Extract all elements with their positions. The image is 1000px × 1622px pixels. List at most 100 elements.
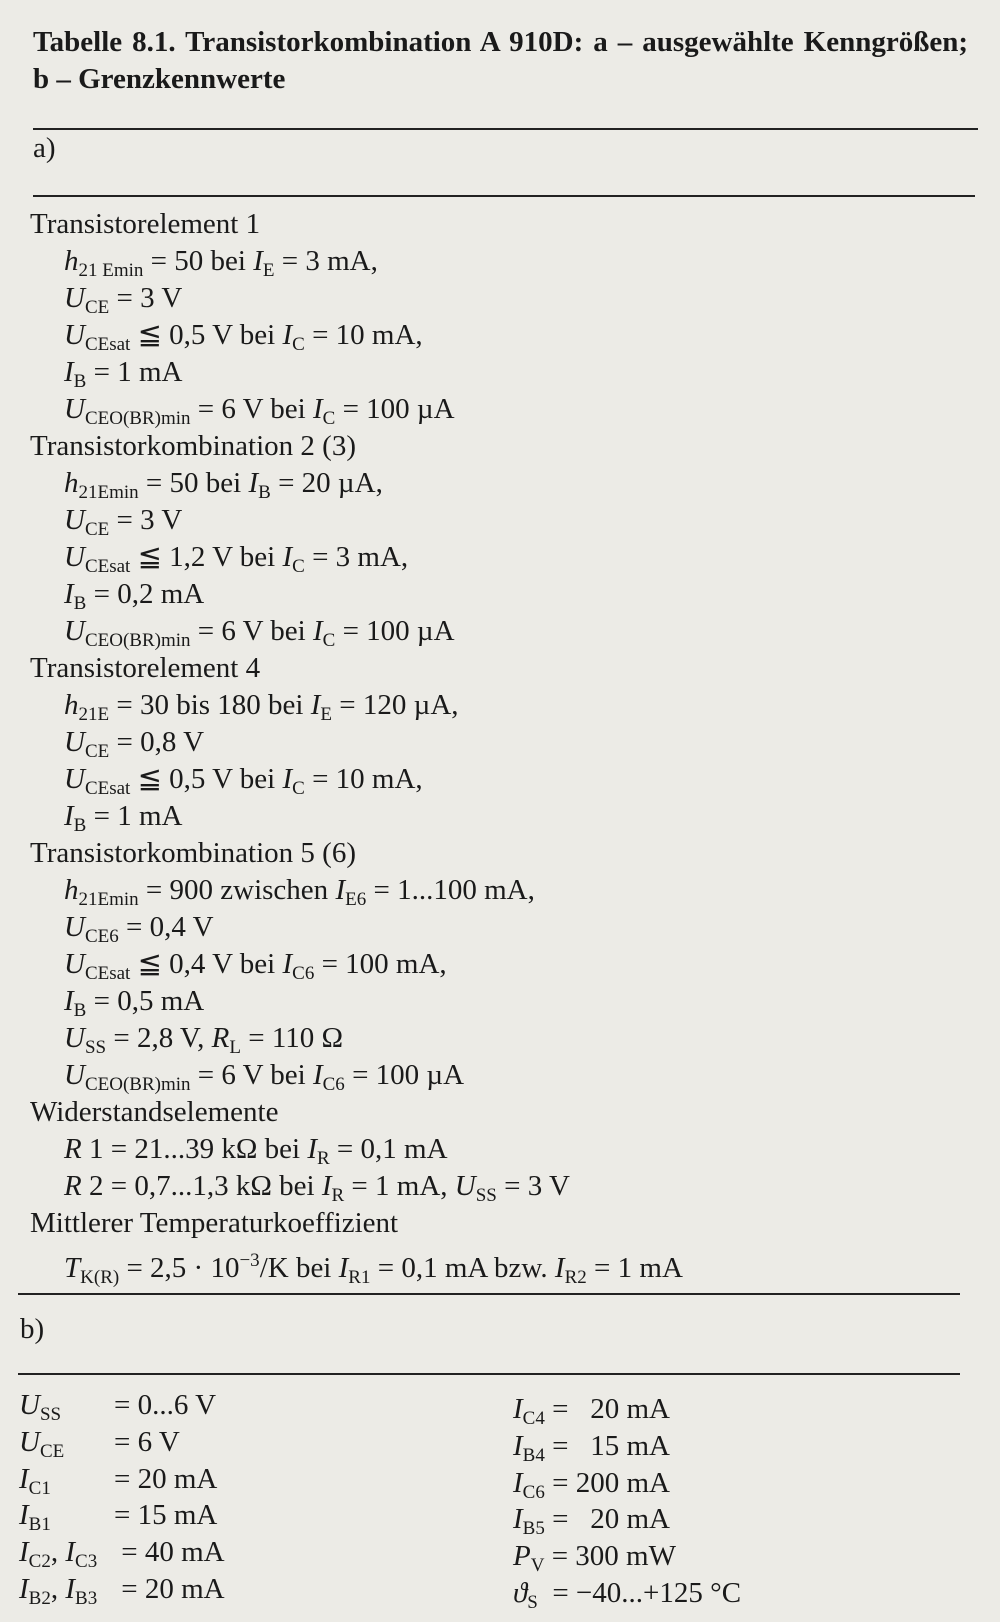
subscript: K(R) (80, 1267, 120, 1288)
subscript: CEO(BR)min (84, 408, 191, 429)
symbol: I (513, 1466, 523, 1499)
group-heading: Mittlerer Temperaturkoeffizient (0, 1205, 1000, 1242)
text: = 2,8 V, (106, 1022, 212, 1054)
subscript: CEO(BR)min (84, 630, 191, 651)
subscript: R1 (348, 1267, 371, 1288)
limit-symbol: IB2, IB3 (19, 1571, 114, 1609)
divider (33, 128, 978, 130)
symbol: I (282, 948, 293, 980)
subscript: L (229, 1037, 241, 1058)
parameter-line: h21Emin = 50 bei IB = 20 µA, (0, 465, 1000, 503)
symbol: I (19, 1499, 29, 1532)
text: = 0,8 V (109, 726, 205, 758)
symbol: U (64, 1059, 85, 1091)
limit-value: = 15 mA (114, 1499, 218, 1532)
text: = 100 mA, (314, 948, 447, 980)
limit-value: = 300 mW (544, 1540, 676, 1573)
symbol: U (64, 393, 85, 425)
parameter-line: h21Emin = 900 zwischen IE6 = 1...100 mA, (0, 872, 1000, 910)
parameter-line: R 2 = 0,7...1,3 kΩ bei IR = 1 mA, USS = … (0, 1168, 1000, 1206)
section-b-label: b) (20, 1313, 45, 1345)
symbol: I (19, 1462, 29, 1495)
symbol: I (554, 1252, 565, 1284)
symbol: I (312, 1059, 323, 1091)
symbol: I (513, 1503, 523, 1536)
limit-row: USS = 0...6 V (19, 1387, 225, 1425)
parameter-line: h21E = 30 bis 180 bei IE = 120 µA, (0, 687, 1000, 725)
parameter-line: IB = 0,5 mA (0, 983, 1000, 1021)
text: = 1 mA (86, 356, 183, 388)
text: = 0,1 mA bzw. (370, 1252, 555, 1284)
text: 2 = 0,7...1,3 kΩ bei (81, 1170, 322, 1202)
limit-symbol: IC2, IC3 (19, 1534, 114, 1573)
text: = 900 zwischen (138, 874, 336, 906)
subscript: B (73, 593, 87, 614)
text: 1 = 21...39 kΩ bei (81, 1133, 308, 1165)
text: /K bei (259, 1252, 339, 1284)
symbol: U (64, 615, 85, 647)
text: = 3 V (496, 1170, 570, 1202)
limits-right-column: IC4 = 20 mA IB4 = 15 mA IC6 = 200 mA IB5 = … (513, 1391, 742, 1613)
symbol: I (335, 874, 346, 906)
limit-row: IB2, IB3 = 20 mA (19, 1571, 225, 1609)
symbol: I (64, 356, 74, 388)
limit-value: = −40...+125 °C (537, 1576, 742, 1609)
parameter-line: UCEsat ≦ 0,5 V bei IC = 10 mA, (0, 317, 1000, 355)
limits-left-column: USS = 0...6 V UCE = 6 V IC1 = 20 mA IB1 = 15 mA… (19, 1387, 225, 1609)
symbol: U (64, 763, 85, 795)
subscript: CE6 (84, 926, 119, 947)
subscript: B2 (28, 1587, 51, 1609)
limit-symbol: IB5 (513, 1501, 545, 1539)
text: = 3 V (109, 282, 183, 314)
text: = 3 mA, (304, 541, 409, 573)
symbol: h (64, 245, 79, 277)
symbol: h (64, 467, 79, 499)
subscript: 21 Emin (78, 260, 144, 281)
symbol: U (19, 1425, 40, 1458)
symbol: I (282, 541, 293, 573)
subscript: C2 (28, 1551, 51, 1573)
limit-value: = 6 V (114, 1425, 180, 1458)
text: = 1 mA, (344, 1170, 455, 1202)
text: = 1 mA (586, 1252, 683, 1284)
symbol: U (64, 319, 85, 351)
text: = 0,1 mA (329, 1133, 448, 1165)
subscript: SS (39, 1404, 62, 1425)
text: = 50 bei (138, 467, 249, 499)
subscript: C (322, 630, 336, 651)
text: Mittlerer Temperaturkoeffizient (30, 1207, 399, 1239)
limit-symbol: USS (19, 1387, 114, 1425)
parameter-line: IB = 1 mA (0, 798, 1000, 836)
symbol: I (310, 689, 321, 721)
parameter-line: UCE = 0,8 V (0, 724, 1000, 762)
parameter-line: TK(R) = 2,5 · 10−3/K bei IR1 = 0,1 mA bz… (0, 1242, 1000, 1288)
symbol: U (64, 282, 85, 314)
text: Transistorkombination 5 (6) (30, 837, 356, 869)
limit-row: IC2, IC3 = 40 mA (19, 1534, 225, 1573)
text: Widerstandselemente (30, 1096, 279, 1128)
text: = 2,5 · 10 (119, 1252, 240, 1284)
symbol: U (454, 1170, 476, 1202)
parameter-line: IB = 1 mA (0, 354, 1000, 392)
symbol: h (64, 689, 79, 721)
subscript: R (331, 1185, 345, 1206)
symbol: I (253, 245, 263, 277)
limit-row: PV = 300 mW (513, 1538, 741, 1576)
parameter-line: IB = 0,2 mA (0, 576, 1000, 614)
symbol: I (312, 393, 323, 425)
subscript: 21Emin (78, 889, 139, 910)
parameter-line: UCE6 = 0,4 V (0, 909, 1000, 947)
symbol: I (282, 763, 293, 795)
symbol: I (307, 1133, 317, 1165)
group-heading: Transistorkombination 5 (6) (0, 835, 1000, 872)
group-heading: Transistorelement 4 (0, 650, 1000, 687)
parameter-line: UCEsat ≦ 0,5 V bei IC = 10 mA, (0, 761, 1000, 799)
limit-symbol: IC1 (19, 1461, 114, 1499)
limit-symbol: ϑS (513, 1575, 538, 1613)
group-heading: Widerstandselemente (0, 1094, 1000, 1131)
text: = 100 µA (344, 1059, 465, 1091)
divider (18, 1293, 960, 1295)
subscript: B (73, 1000, 87, 1021)
text: = 3 mA, (274, 245, 378, 277)
symbol: I (321, 1170, 332, 1202)
